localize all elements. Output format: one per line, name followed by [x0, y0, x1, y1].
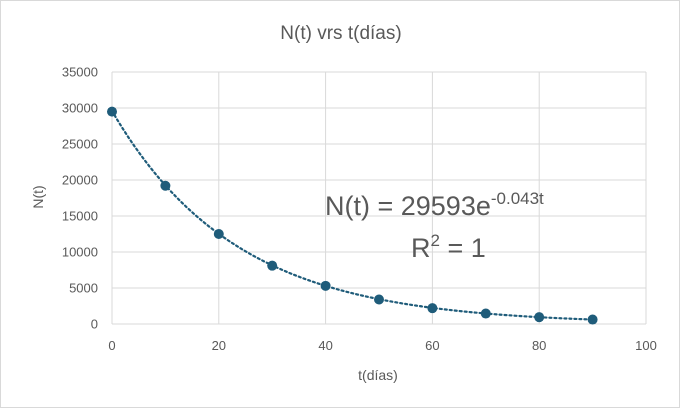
y-axis-title: N(t) — [30, 185, 46, 208]
data-point — [587, 314, 598, 325]
y-tick-labels: 0 5000 10000 15000 20000 25000 30000 35000 — [62, 65, 98, 332]
trendline — [110, 109, 594, 321]
x-tick-label: 100 — [635, 338, 657, 353]
data-point — [213, 229, 224, 239]
data-point — [427, 303, 438, 314]
x-tick-label: 60 — [425, 338, 439, 353]
r-squared-value: = 1 — [440, 233, 486, 263]
y-tick-label: 10000 — [62, 245, 98, 260]
y-tick-label: 15000 — [62, 209, 98, 224]
y-tick-label: 30000 — [62, 101, 98, 116]
y-tick-label: 5000 — [69, 281, 98, 296]
data-points — [107, 106, 598, 325]
data-point — [480, 308, 491, 319]
data-point — [107, 106, 117, 117]
y-tick-label: 35000 — [62, 65, 98, 80]
x-tick-label: 80 — [532, 338, 546, 353]
x-tick-labels: 0 20 40 60 80 100 — [108, 338, 656, 353]
r-squared: R2 = 1 — [411, 231, 486, 263]
data-point — [160, 180, 171, 191]
equation-base: N(t) = 29593e — [325, 191, 491, 221]
x-tick-label: 40 — [318, 338, 332, 353]
data-point — [267, 260, 278, 271]
r-squared-sup: 2 — [431, 231, 440, 250]
x-tick-label: 0 — [108, 338, 115, 353]
y-tick-label: 0 — [91, 317, 98, 332]
y-tick-label: 25000 — [62, 137, 98, 152]
r-squared-base: R — [411, 233, 431, 263]
y-tick-label: 20000 — [62, 173, 98, 188]
equation-exponent: -0.043t — [491, 189, 544, 208]
grid-lines — [111, 71, 647, 325]
data-point — [534, 312, 545, 323]
x-tick-label: 20 — [212, 338, 226, 353]
trendline-path — [110, 109, 594, 321]
trendline-equation: N(t) = 29593e-0.043t — [325, 189, 544, 221]
x-axis-title: t(días) — [358, 367, 398, 383]
chart-title: N(t) vrs t(días) — [280, 23, 401, 44]
data-point — [374, 294, 384, 305]
data-point — [320, 280, 331, 291]
